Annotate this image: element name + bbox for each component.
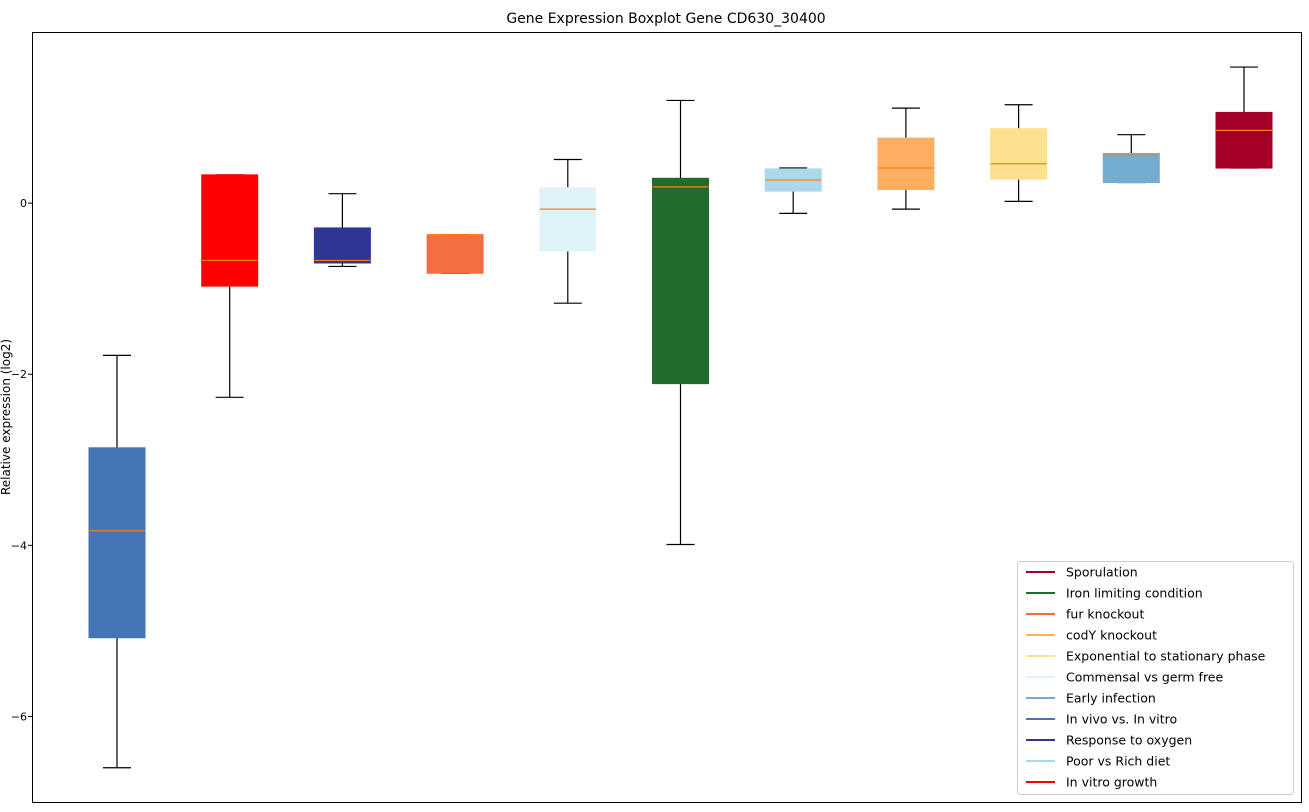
y-axis: 0 −2 −4 −6 (11, 197, 32, 723)
box-body (88, 447, 146, 639)
y-tick-label: −2 (11, 368, 27, 381)
y-axis-label: Relative expression (log2) (0, 339, 13, 495)
boxes-group (88, 66, 1273, 769)
legend-item: Poor vs Rich diet (1026, 754, 1170, 769)
legend-item: Commensal vs germ free (1026, 670, 1223, 685)
legend-item: fur knockout (1026, 607, 1144, 622)
box-commensal-vs-germ-free (539, 158, 597, 304)
box-response-to-oxygen (313, 193, 371, 268)
box-body (652, 177, 709, 385)
legend-item: In vivo vs. In vitro (1026, 712, 1177, 727)
box-body (1215, 111, 1273, 169)
legend-label: fur knockout (1066, 607, 1144, 622)
legend-label: codY knockout (1066, 628, 1157, 643)
legend-label: Early infection (1066, 691, 1156, 706)
box-fur-knockout (426, 234, 484, 274)
legend-label: In vitro growth (1066, 775, 1157, 790)
box-cody-knockout (877, 107, 935, 210)
chart-title: Gene Expression Boxplot Gene CD630_30400 (506, 11, 825, 27)
box-body (990, 128, 1048, 180)
plot-frame (32, 32, 1302, 803)
legend-item: Early infection (1026, 691, 1156, 706)
box-in-vivo-vs-in-vitro (88, 354, 146, 769)
box-body (539, 187, 597, 252)
box-sporulation (1215, 66, 1273, 169)
legend-label: Commensal vs germ free (1066, 670, 1223, 685)
box-body (201, 174, 259, 287)
legend-frame (1017, 561, 1294, 795)
box-body (313, 227, 371, 264)
legend-label: Iron limiting condition (1066, 586, 1203, 601)
box-iron-limiting-condition (652, 99, 709, 546)
y-tick-label: −4 (11, 539, 27, 552)
box-body (1102, 152, 1160, 184)
legend-item: Iron limiting condition (1026, 586, 1203, 601)
box-in-vitro-growth (201, 174, 259, 398)
box-body (877, 137, 935, 190)
box-early-infection (1102, 134, 1160, 184)
legend-item: In vitro growth (1026, 775, 1157, 790)
legend: Sporulation Iron limiting condition fur kn… (1017, 561, 1294, 795)
box-body (426, 234, 484, 274)
legend-label: In vivo vs. In vitro (1066, 712, 1177, 727)
y-tick-label: 0 (20, 197, 27, 210)
legend-label: Response to oxygen (1066, 733, 1192, 748)
legend-item: codY knockout (1026, 628, 1157, 643)
legend-item: Exponential to stationary phase (1026, 649, 1266, 664)
legend-item: Response to oxygen (1026, 733, 1192, 748)
y-tick-label: −6 (11, 710, 27, 723)
legend-label: Sporulation (1066, 565, 1138, 580)
legend-label: Poor vs Rich diet (1066, 754, 1170, 769)
box-poor-vs-rich-diet (764, 167, 822, 214)
legend-label: Exponential to stationary phase (1066, 649, 1266, 664)
box-exponential-to-stationary-phase (990, 104, 1048, 202)
legend-item: Sporulation (1026, 565, 1138, 580)
